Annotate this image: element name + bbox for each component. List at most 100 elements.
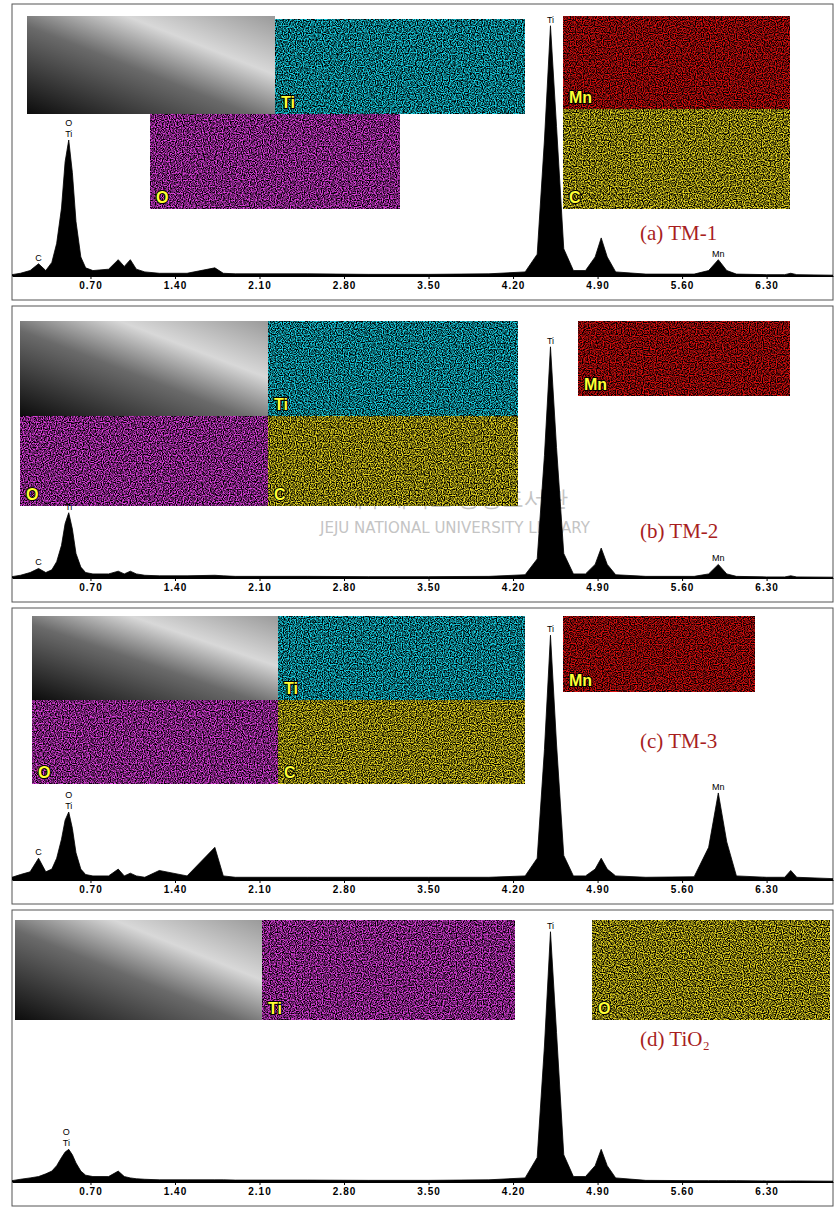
x-tick-mark — [90, 276, 91, 279]
element-map — [563, 109, 790, 209]
panel: TiMnOC0.701.402.102.803.504.204.905.606.… — [12, 608, 834, 904]
plot-marks — [12, 26, 833, 276]
sem-image — [27, 16, 275, 114]
x-tick: 3.50 — [417, 1182, 440, 1197]
spectrum — [12, 26, 833, 276]
x-tick-label: 2.10 — [248, 280, 271, 291]
x-tick: 6.30 — [755, 276, 778, 291]
spectrum — [12, 635, 833, 880]
element-map-ground — [592, 920, 830, 1020]
peak-label: Ti — [547, 336, 554, 346]
x-tick-mark — [90, 578, 91, 581]
x-tick: 4.90 — [586, 880, 609, 895]
peak-label: Ti — [547, 921, 554, 931]
x-tick: 1.40 — [164, 276, 187, 291]
peak-label: Ti — [63, 1138, 70, 1148]
peak-label: C — [35, 557, 42, 567]
x-tick-mark — [429, 276, 430, 279]
x-tick-label: 1.40 — [164, 884, 187, 895]
panel: TiO0.701.402.102.803.504.204.905.606.30O… — [12, 910, 834, 1206]
x-tick: 4.20 — [502, 578, 525, 593]
x-axis-line — [13, 578, 834, 579]
x-axis-line — [13, 276, 834, 277]
element-map-label: O — [598, 1000, 610, 1017]
element-map-ground — [278, 700, 525, 784]
element-map-label: C — [284, 764, 296, 781]
x-tick-mark — [344, 578, 345, 581]
x-tick-label: 5.60 — [671, 280, 694, 291]
peak-label: Ti — [547, 15, 554, 25]
element-map-label: Ti — [274, 396, 288, 413]
element-map-label: Mn — [584, 376, 607, 393]
x-tick: 6.30 — [755, 578, 778, 593]
x-tick-mark — [767, 880, 768, 883]
x-tick-mark — [429, 1182, 430, 1185]
x-tick: 4.90 — [586, 1182, 609, 1197]
element-map — [275, 19, 525, 114]
x-tick: 1.40 — [164, 578, 187, 593]
x-tick-mark — [260, 1182, 261, 1185]
spectrum — [12, 347, 833, 578]
x-tick-label: 0.70 — [79, 280, 102, 291]
peak-label: C — [35, 847, 42, 857]
x-tick: 4.20 — [502, 1182, 525, 1197]
x-tick: 0.70 — [79, 1182, 102, 1197]
x-tick-mark — [429, 880, 430, 883]
x-tick-label: 1.40 — [164, 1186, 187, 1197]
x-tick-mark — [767, 276, 768, 279]
x-tick: 1.40 — [164, 1182, 187, 1197]
x-tick: 1.40 — [164, 880, 187, 895]
panel: 제주대학교 중앙도서관JEJU NATIONAL UNIVERSITY LIBR… — [12, 306, 834, 602]
x-tick: 2.10 — [248, 276, 271, 291]
x-tick-label: 4.20 — [502, 280, 525, 291]
x-tick: 4.20 — [502, 276, 525, 291]
x-tick-label: 2.10 — [248, 1186, 271, 1197]
panel-title: (d) TiO₂ — [640, 1027, 710, 1051]
x-tick: 2.80 — [333, 578, 356, 593]
x-tick-label: 4.20 — [502, 582, 525, 593]
x-tick-mark — [344, 1182, 345, 1185]
figure-svg: Ti O Mn C 0.70 1.40 2.10 2.80 3.50 4.20 4.90 5.60 6.… — [0, 0, 839, 1214]
x-tick-mark — [175, 276, 176, 279]
element-map — [268, 416, 518, 506]
element-map-ground — [268, 416, 518, 506]
x-axis: 0.701.402.102.803.504.204.905.606.30 — [13, 880, 834, 895]
x-tick-label: 4.90 — [586, 1186, 609, 1197]
x-tick: 2.10 — [248, 880, 271, 895]
x-tick-label: 2.10 — [248, 884, 271, 895]
x-tick: 5.60 — [671, 880, 694, 895]
x-tick-label: 6.30 — [755, 280, 778, 291]
x-tick-mark — [175, 1182, 176, 1185]
x-tick: 5.60 — [671, 276, 694, 291]
x-tick-mark — [429, 578, 430, 581]
x-tick-label: 6.30 — [755, 1186, 778, 1197]
x-tick-mark — [260, 880, 261, 883]
x-tick-mark — [598, 276, 599, 279]
peak-label: C — [35, 253, 42, 263]
x-tick-label: 4.20 — [502, 1186, 525, 1197]
element-map — [278, 700, 525, 784]
plot-marks — [12, 347, 833, 578]
peak-label: Mn — [712, 782, 725, 792]
x-tick-label: 2.10 — [248, 582, 271, 593]
element-map-ground — [150, 114, 400, 209]
x-tick: 5.60 — [671, 1182, 694, 1197]
x-tick: 4.90 — [586, 276, 609, 291]
x-tick: 2.10 — [248, 1182, 271, 1197]
x-tick-label: 3.50 — [417, 1186, 440, 1197]
x-tick-mark — [513, 578, 514, 581]
x-tick-mark — [598, 578, 599, 581]
element-map-ground — [278, 616, 525, 700]
x-tick-mark — [513, 276, 514, 279]
peak-label: O — [65, 118, 72, 128]
element-map-label: Ti — [284, 680, 298, 697]
x-tick-label: 0.70 — [79, 884, 102, 895]
element-map — [268, 321, 518, 416]
x-tick-label: 2.80 — [333, 884, 356, 895]
x-tick-label: 6.30 — [755, 582, 778, 593]
x-tick-mark — [344, 276, 345, 279]
panel-title: (b) TM-2 — [640, 519, 718, 543]
x-axis-line — [13, 880, 834, 881]
x-tick-mark — [175, 578, 176, 581]
element-map-label: Mn — [569, 672, 592, 689]
